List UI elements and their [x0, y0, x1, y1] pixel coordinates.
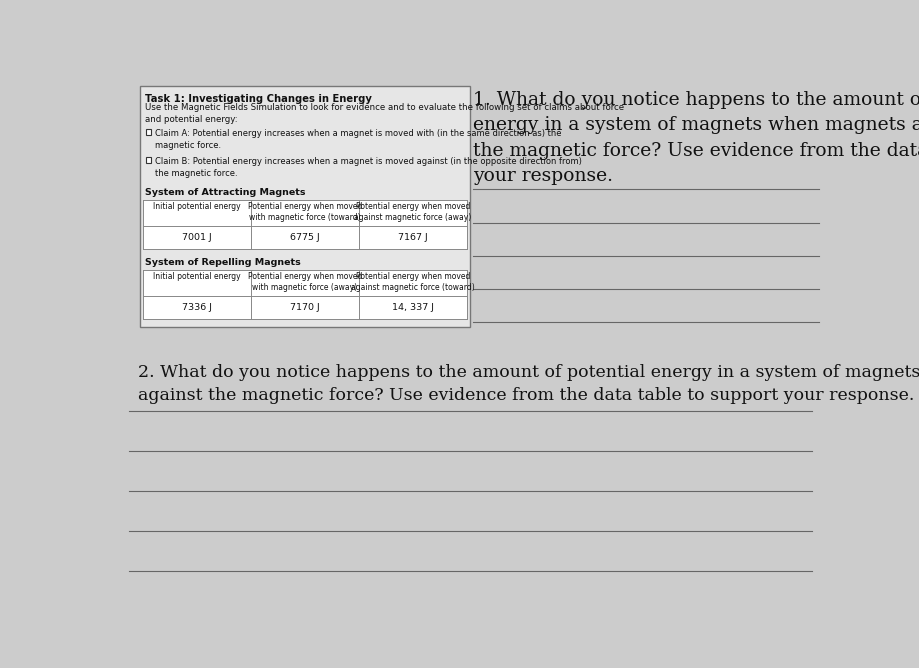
Text: System of Repelling Magnets: System of Repelling Magnets — [145, 258, 301, 267]
Text: System of Attracting Magnets: System of Attracting Magnets — [145, 188, 306, 197]
Text: Claim A: Potential energy increases when a magnet is moved with (in the same dir: Claim A: Potential energy increases when… — [155, 130, 562, 150]
Bar — [146, 130, 152, 135]
Bar — [142, 270, 467, 319]
Bar — [146, 157, 152, 162]
Text: 7001 J: 7001 J — [182, 232, 211, 242]
Text: 7170 J: 7170 J — [289, 303, 320, 312]
Bar — [142, 200, 467, 248]
Text: Potential energy when moved
against magnetic force (toward): Potential energy when moved against magn… — [351, 272, 474, 292]
Text: Initial potential energy: Initial potential energy — [153, 272, 241, 281]
Text: Claim B: Potential energy increases when a magnet is moved against (in the oppos: Claim B: Potential energy increases when… — [155, 157, 582, 178]
Text: Potential energy when moved
against magnetic force (away): Potential energy when moved against magn… — [354, 202, 471, 222]
Text: 7167 J: 7167 J — [398, 232, 427, 242]
Text: 2. What do you notice happens to the amount of potential energy in a system of m: 2. What do you notice happens to the amo… — [138, 363, 919, 404]
Text: Use the Magnetic Fields Simulation to look for evidence and to evaluate the foll: Use the Magnetic Fields Simulation to lo… — [145, 104, 624, 124]
Text: 14, 337 J: 14, 337 J — [391, 303, 434, 312]
FancyBboxPatch shape — [140, 86, 470, 327]
Text: Task 1: Investigating Changes in Energy: Task 1: Investigating Changes in Energy — [145, 94, 372, 104]
Text: 6775 J: 6775 J — [289, 232, 320, 242]
Text: 1. What do you notice happens to the amount of potential
energy in a system of m: 1. What do you notice happens to the amo… — [473, 91, 919, 185]
Text: 7336 J: 7336 J — [182, 303, 211, 312]
Text: Potential energy when moved
with magnetic force (toward): Potential energy when moved with magneti… — [247, 202, 362, 222]
Text: Potential energy when moved
with magnetic force (away): Potential energy when moved with magneti… — [247, 272, 362, 292]
Text: Initial potential energy: Initial potential energy — [153, 202, 241, 211]
